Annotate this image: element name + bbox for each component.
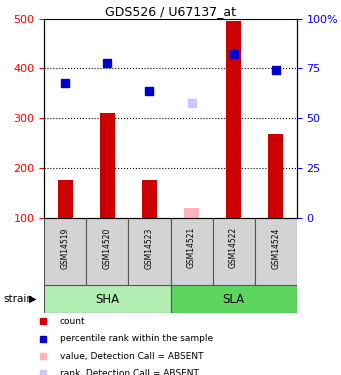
Text: strain: strain (3, 294, 33, 304)
Title: GDS526 / U67137_at: GDS526 / U67137_at (105, 4, 236, 18)
Bar (255, 217, 297, 285)
Text: ▶: ▶ (29, 294, 36, 304)
Bar (184, 208, 199, 218)
Bar (212, 217, 255, 285)
Text: SLA: SLA (223, 292, 244, 306)
Bar (44, 217, 86, 285)
Bar (129, 217, 170, 285)
Bar (100, 113, 115, 218)
Text: GSM14521: GSM14521 (187, 227, 196, 268)
Text: GSM14520: GSM14520 (103, 227, 112, 268)
Text: percentile rank within the sample: percentile rank within the sample (60, 334, 213, 343)
Bar (268, 134, 283, 218)
Text: GSM14523: GSM14523 (145, 227, 154, 268)
Text: GSM14522: GSM14522 (229, 227, 238, 268)
Text: value, Detection Call = ABSENT: value, Detection Call = ABSENT (60, 352, 203, 361)
Text: GSM14524: GSM14524 (271, 227, 280, 268)
Bar (86, 217, 129, 285)
Bar (170, 285, 297, 313)
Text: GSM14519: GSM14519 (61, 227, 70, 268)
Bar (44, 285, 170, 313)
Text: SHA: SHA (95, 292, 119, 306)
Bar (170, 217, 212, 285)
Bar (142, 180, 157, 218)
Bar (226, 21, 241, 217)
Text: rank, Detection Call = ABSENT: rank, Detection Call = ABSENT (60, 369, 198, 375)
Text: count: count (60, 317, 85, 326)
Bar (58, 180, 73, 218)
